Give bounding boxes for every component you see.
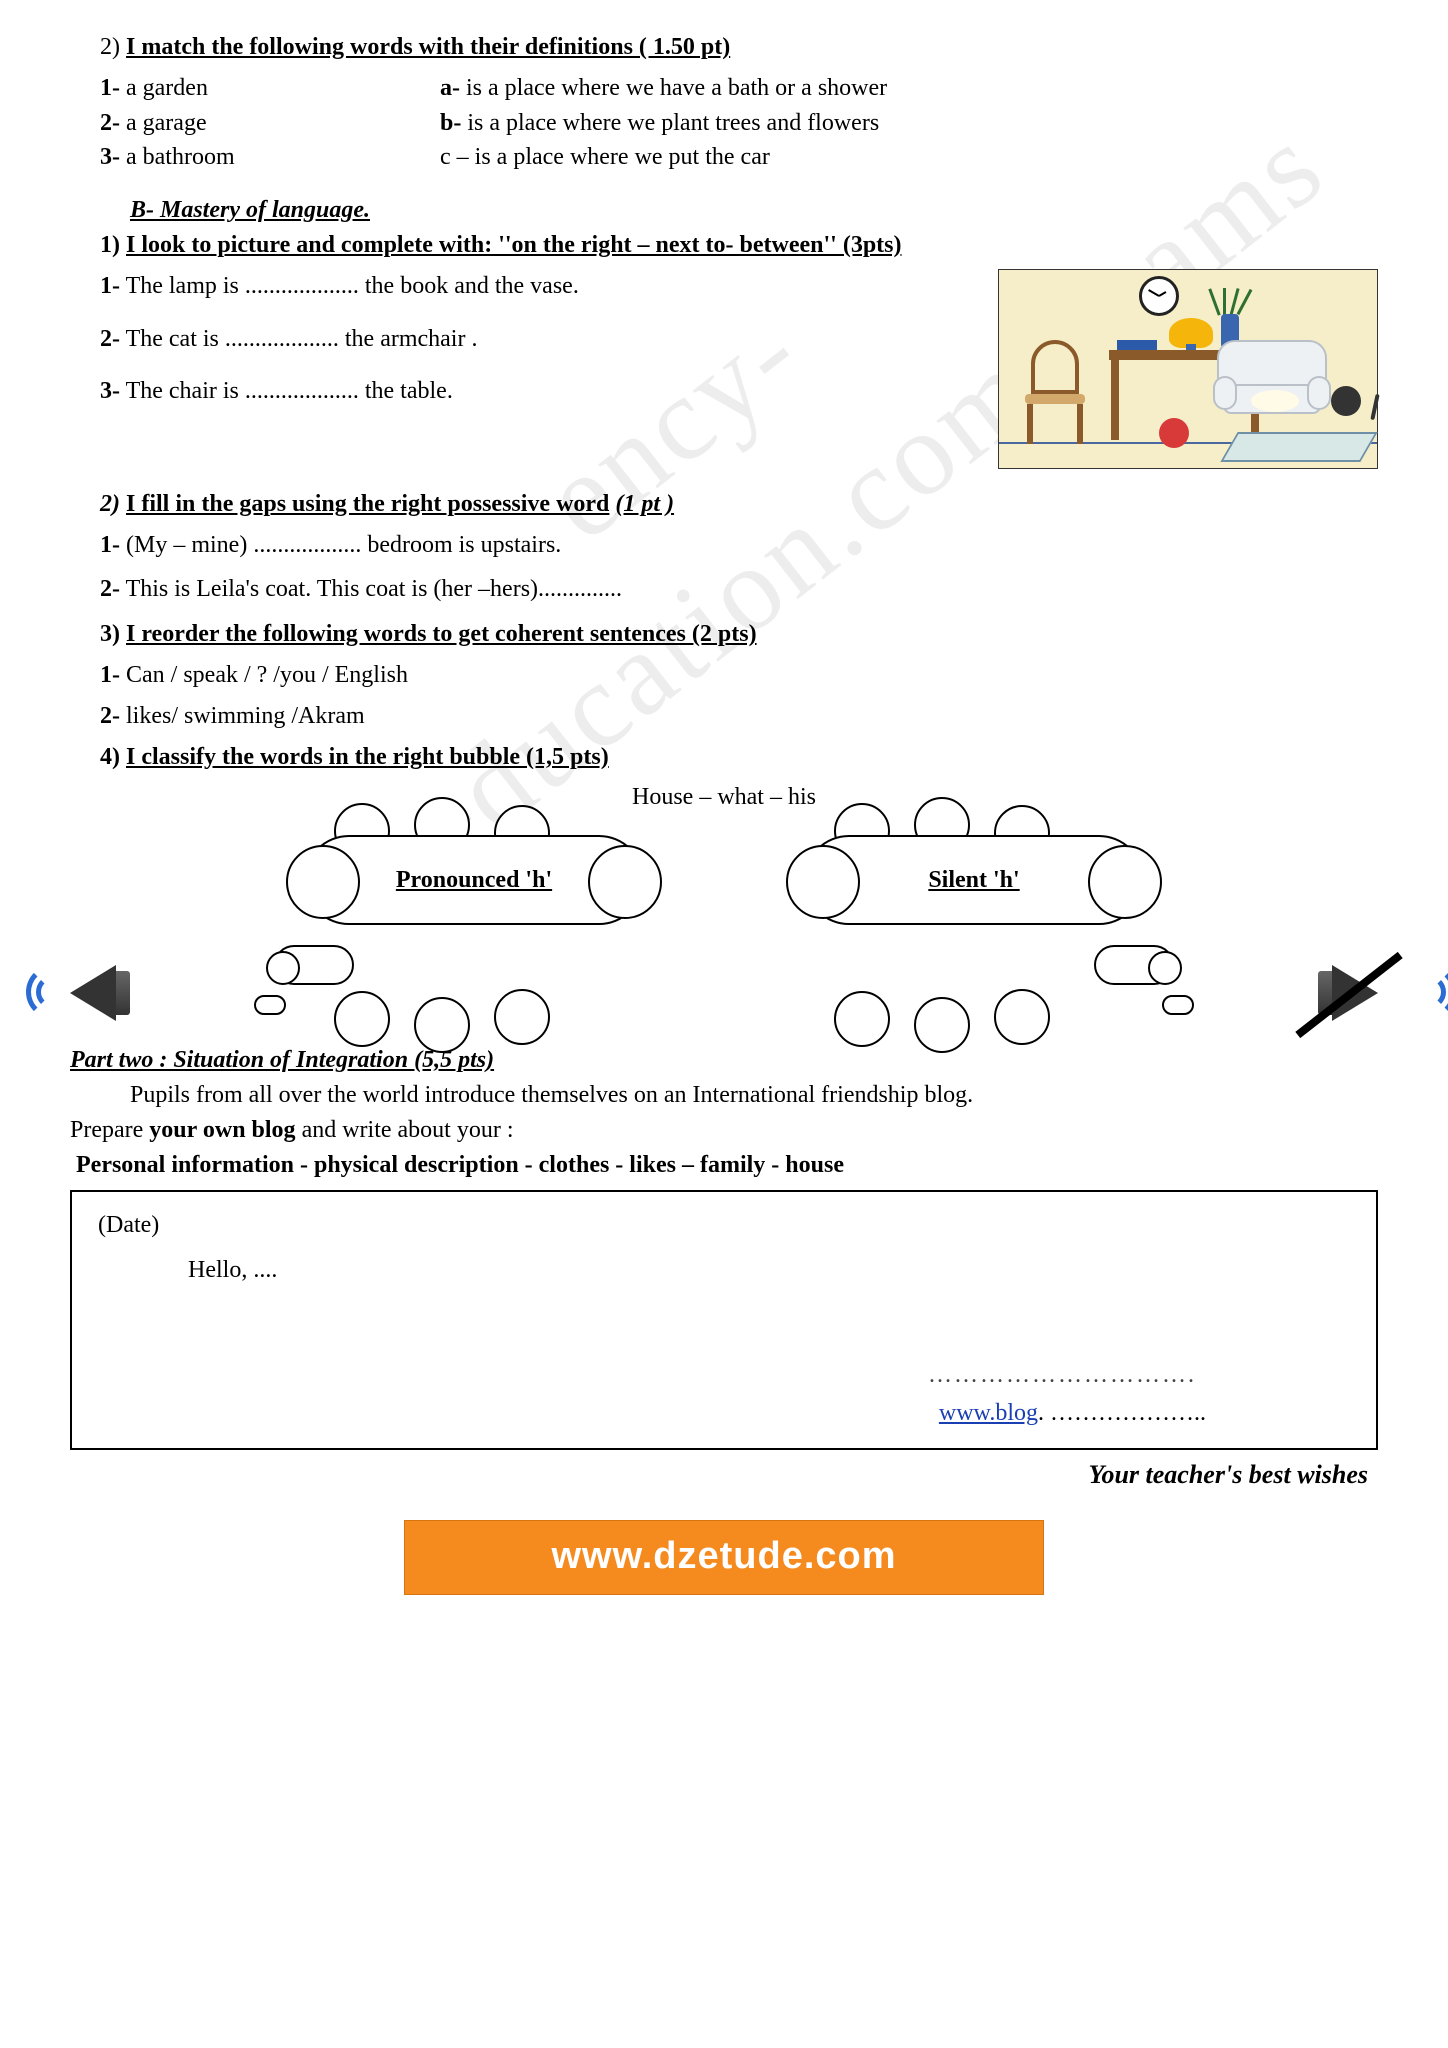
- b3-heading: 3) I reorder the following words to get …: [70, 617, 1378, 652]
- item-text: likes/ swimming /Akram: [126, 703, 365, 729]
- item-num: 2-: [100, 576, 120, 602]
- part-two-intro: Pupils from all over the world introduce…: [70, 1078, 1378, 1113]
- item-num: 1-: [100, 662, 120, 688]
- def-num: c –: [440, 144, 469, 170]
- speaker-on-icon: [50, 945, 150, 1045]
- def-text: is a place where we plant trees and flow…: [467, 110, 879, 136]
- part-two-title: Part two : Situation of Integration (5,5…: [70, 1043, 1378, 1078]
- part-two-instruction: Prepare your own blog and write about yo…: [70, 1113, 1378, 1148]
- num-label: 2): [100, 34, 120, 60]
- pronounced-bubble: Pronounced 'h': [254, 825, 694, 1025]
- blog-link-line: www.blog. ………………..: [939, 1396, 1206, 1431]
- num-label: 2): [100, 491, 120, 517]
- def-num: b-: [440, 110, 461, 136]
- hello-text: Hello, ....: [188, 1253, 1350, 1288]
- speaker-muted-icon: [1298, 945, 1398, 1045]
- match-row-2: 2- a garage b- is a place where we plant…: [70, 106, 1378, 141]
- page-content: 2) I match the following words with thei…: [70, 30, 1378, 1595]
- match-exercise: 2) I match the following words with thei…: [70, 30, 1378, 175]
- room-illustration: [998, 269, 1378, 469]
- heading-text: I fill in the gaps using the right posse…: [126, 491, 609, 517]
- heading-text: I classify the words in the right bubble…: [126, 744, 609, 770]
- b4-heading: 4) I classify the words in the right bub…: [70, 740, 1378, 775]
- b1-body: 1- The lamp is ................... the b…: [70, 269, 1378, 469]
- closing-text: Your teacher's best wishes: [70, 1456, 1368, 1494]
- def-text: is a place where we have a bath or a sho…: [466, 75, 887, 101]
- item-text: The cat is ................... the armch…: [126, 326, 478, 352]
- section-b-heading: B- Mastery of language.: [70, 193, 1378, 228]
- item-text: The lamp is ................... the book…: [126, 273, 579, 299]
- instr-bold: your own blog: [149, 1117, 295, 1143]
- item-num: 2-: [100, 703, 120, 729]
- signature-dots: ………………………….: [928, 1358, 1196, 1393]
- bubbles-diagram: Pronounced 'h' Silent 'h': [70, 825, 1378, 1025]
- match-row-3: 3- a bathroom c – is a place where we pu…: [70, 140, 1378, 175]
- num-label: 1): [100, 232, 120, 258]
- title-text: Part two : Situation of Integration (5,5…: [70, 1047, 494, 1073]
- item-num: 1-: [100, 273, 120, 299]
- item-text: a garage: [126, 110, 207, 136]
- item-text: The chair is ................... the tab…: [126, 378, 453, 404]
- item-text: (My – mine) .................. bedroom i…: [126, 532, 561, 558]
- cat-sleeping-icon: [1251, 390, 1299, 412]
- bubble-words: House – what – his: [70, 780, 1378, 815]
- heading-text: I match the following words with their d…: [126, 34, 730, 60]
- part-two-fields: Personal information - physical descript…: [76, 1148, 1378, 1183]
- armchair-icon: [1217, 340, 1327, 430]
- b2-heading: 2) I fill in the gaps using the right po…: [70, 487, 1378, 522]
- silent-bubble: Silent 'h': [754, 825, 1194, 1025]
- item-num: 1-: [100, 532, 120, 558]
- ball-icon: [1159, 418, 1189, 448]
- book-icon: [1117, 340, 1157, 350]
- match-row-1: 1- a garden a- is a place where we have …: [70, 71, 1378, 106]
- item-text: Can / speak / ? /you / English: [126, 662, 408, 688]
- link-dots: . ………………..: [1038, 1400, 1206, 1426]
- item-num: 2-: [100, 326, 120, 352]
- blog-link[interactable]: www.blog: [939, 1400, 1038, 1426]
- cat-standing-icon: [1331, 386, 1371, 426]
- item-num: 1-: [100, 75, 120, 101]
- points-label: (1 pt ): [615, 491, 674, 517]
- answer-box: (Date) Hello, .... …………………………. www.blog.…: [70, 1190, 1378, 1450]
- footer-banner: www.dzetude.com: [404, 1520, 1044, 1595]
- instr-post: and write about your :: [296, 1117, 514, 1143]
- clock-icon: [1139, 276, 1179, 316]
- item-text: This is Leila's coat. This coat is (her …: [126, 576, 622, 602]
- date-placeholder: (Date): [98, 1208, 1350, 1243]
- section-title: B- Mastery of language.: [130, 197, 370, 223]
- item-num: 2-: [100, 110, 120, 136]
- num-label: 4): [100, 744, 120, 770]
- match-heading: 2) I match the following words with thei…: [70, 30, 1378, 65]
- b1-heading: 1) I look to picture and complete with: …: [70, 228, 1378, 263]
- chair-icon: [1019, 340, 1091, 440]
- rug-icon: [1220, 432, 1377, 462]
- bubble-left-label: Pronounced 'h': [392, 863, 556, 898]
- def-num: a-: [440, 75, 460, 101]
- num-label: 3): [100, 621, 120, 647]
- def-text: is a place where we put the car: [475, 144, 770, 170]
- heading-text: I reorder the following words to get coh…: [126, 621, 757, 647]
- item-text: a garden: [126, 75, 208, 101]
- heading-text: I look to picture and complete with: ''o…: [126, 232, 902, 258]
- item-text: a bathroom: [126, 144, 235, 170]
- instr-pre: Prepare: [70, 1117, 149, 1143]
- item-num: 3-: [100, 144, 120, 170]
- bubble-right-label: Silent 'h': [924, 863, 1023, 898]
- item-num: 3-: [100, 378, 120, 404]
